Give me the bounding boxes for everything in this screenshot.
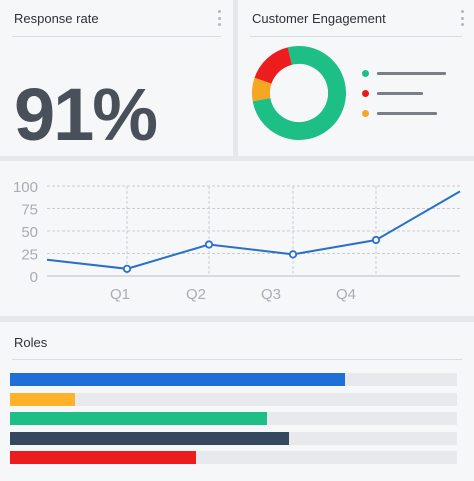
series-line <box>46 190 461 270</box>
role-bar-track <box>10 373 457 386</box>
role-bar-track <box>10 412 457 425</box>
response-rate-menu-icon[interactable] <box>217 10 221 26</box>
x-tick-label: Q3 <box>261 286 281 303</box>
line-chart: 100 75 50 25 0 Q1 Q2 Q3 Q4 <box>13 179 461 303</box>
x-tick-label: Q2 <box>186 286 206 303</box>
divider <box>250 36 462 37</box>
legend-marker <box>362 70 369 77</box>
data-point[interactable] <box>204 240 214 249</box>
legend-label-placeholder <box>377 92 423 95</box>
legend-marker <box>362 110 369 117</box>
engagement-donut-chart <box>252 46 346 140</box>
y-tick-label: 75 <box>21 202 38 219</box>
divider <box>12 36 221 37</box>
divider <box>12 359 462 360</box>
role-bar[interactable] <box>10 412 268 425</box>
role-bar[interactable] <box>10 451 196 464</box>
y-tick-label: 0 <box>30 269 38 286</box>
legend-label-placeholder <box>377 112 437 115</box>
y-tick-label: 100 <box>13 179 38 196</box>
y-tick-label: 25 <box>21 247 38 264</box>
x-tick-label: Q4 <box>336 286 356 303</box>
role-bar-track <box>10 451 457 464</box>
data-point[interactable] <box>122 264 132 273</box>
role-bar-track <box>10 431 457 445</box>
legend-marker <box>362 90 369 97</box>
role-bar[interactable] <box>10 392 75 406</box>
donut-segment <box>252 46 346 140</box>
role-bar-track <box>10 392 457 406</box>
role-bar[interactable] <box>10 431 290 445</box>
customer-engagement-title: Customer Engagement <box>252 11 386 26</box>
legend-label-placeholder <box>377 72 446 75</box>
x-tick-label: Q1 <box>110 286 130 303</box>
data-point[interactable] <box>371 235 381 245</box>
data-point[interactable] <box>288 250 298 259</box>
roles-title: Roles <box>14 335 48 350</box>
role-bar[interactable] <box>10 373 346 386</box>
customer-engagement-card: Customer Engagement <box>238 0 474 156</box>
customer-engagement-menu-icon[interactable] <box>460 10 464 26</box>
response-rate-title: Response rate <box>14 11 99 26</box>
response-rate-card: Response rate 91% <box>0 0 233 156</box>
roles-card: Roles <box>0 322 474 481</box>
response-rate-value: 91% <box>14 73 158 156</box>
y-tick-label: 50 <box>21 224 38 241</box>
line-chart-card: 100 75 50 25 0 Q1 Q2 Q3 Q4 <box>0 161 474 316</box>
